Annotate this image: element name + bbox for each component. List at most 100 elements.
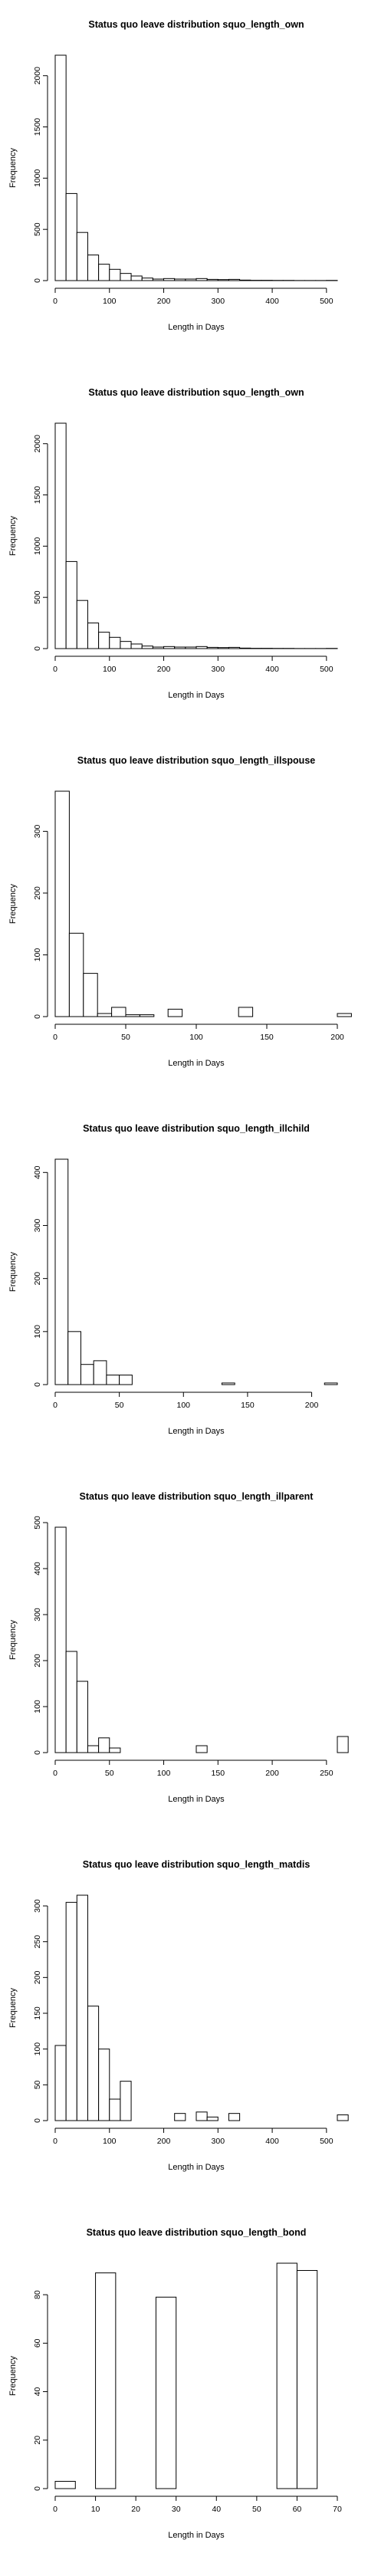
x-tick-label: 500 (320, 297, 334, 306)
chart-title: Status quo leave distribution squo_lengt… (87, 2227, 307, 2238)
histogram-panel-4: Status quo leave distribution squo_lengt… (8, 1123, 337, 1436)
histogram-bar (218, 280, 228, 281)
y-tick-label: 100 (33, 948, 42, 962)
histogram-bar (228, 279, 239, 281)
x-axis-label: Length in Days (168, 323, 225, 332)
chart-title: Status quo leave distribution squo_lengt… (88, 19, 304, 30)
chart-title: Status quo leave distribution squo_lengt… (83, 1123, 310, 1134)
histogram-bar (240, 280, 251, 281)
y-tick-label: 500 (33, 1516, 42, 1530)
x-tick-label: 150 (212, 1769, 225, 1778)
y-tick-label: 150 (33, 2006, 42, 2020)
y-tick-label: 1000 (33, 169, 42, 188)
histogram-bar (164, 646, 175, 649)
histogram-bar (80, 1365, 94, 1385)
x-tick-label: 500 (320, 2137, 334, 2146)
histogram-bar (126, 1015, 140, 1017)
histogram-bar (87, 255, 98, 281)
y-tick-label: 300 (33, 1608, 42, 1622)
histogram-bar (120, 642, 131, 649)
histogram-panel-5: Status quo leave distribution squo_lengt… (8, 1491, 348, 1804)
y-axis-label: Frequency (8, 1620, 18, 1660)
y-axis-label: Frequency (8, 1252, 18, 1292)
x-axis-label: Length in Days (168, 1427, 225, 1436)
histogram-bar (87, 1746, 98, 1753)
x-tick-label: 40 (212, 2505, 221, 2514)
y-tick-label: 400 (33, 1165, 42, 1179)
histogram-bar (120, 2082, 131, 2121)
histogram-bar (164, 278, 175, 281)
y-tick-label: 1500 (33, 118, 42, 136)
x-tick-label: 200 (157, 297, 171, 306)
y-tick-label: 50 (33, 2080, 42, 2089)
x-tick-label: 20 (131, 2505, 140, 2514)
y-tick-label: 400 (33, 1562, 42, 1576)
x-tick-label: 70 (333, 2505, 342, 2514)
histogram-bar (55, 791, 69, 1017)
histogram-bar (277, 2263, 297, 2489)
histogram-bar (84, 974, 97, 1017)
histogram-bar (112, 1007, 126, 1017)
histogram-bar (186, 279, 196, 281)
histogram-bar (55, 2482, 75, 2489)
x-axis-label: Length in Days (168, 2531, 225, 2540)
histogram-panel-7: Status quo leave distribution squo_lengt… (8, 2227, 342, 2540)
x-tick-label: 150 (260, 1033, 274, 1042)
x-tick-label: 100 (177, 1401, 191, 1410)
x-tick-label: 100 (189, 1033, 203, 1042)
y-tick-label: 200 (33, 1654, 42, 1668)
y-tick-label: 40 (33, 2387, 42, 2397)
histogram-bar (99, 2049, 110, 2121)
histogram-bar (175, 2114, 186, 2121)
y-tick-label: 300 (33, 824, 42, 838)
x-tick-label: 100 (103, 665, 117, 674)
histogram-bar (66, 561, 77, 649)
histogram-bar (55, 55, 66, 281)
histogram-bar (87, 623, 98, 649)
x-tick-label: 50 (252, 2505, 261, 2514)
x-axis-label: Length in Days (168, 1795, 225, 1804)
x-tick-label: 500 (320, 665, 334, 674)
histogram-bar (77, 1895, 87, 2121)
chart-title: Status quo leave distribution squo_lengt… (77, 755, 316, 766)
y-tick-label: 0 (33, 1750, 42, 1755)
histogram-bar (99, 1738, 110, 1753)
x-tick-label: 0 (53, 1769, 58, 1778)
histogram-bar (222, 1383, 235, 1385)
histogram-bar (337, 1014, 351, 1017)
y-tick-label: 1500 (33, 486, 42, 504)
y-tick-label: 500 (33, 222, 42, 236)
y-tick-label: 0 (33, 2486, 42, 2491)
histogram-bar (228, 647, 239, 649)
histogram-bar (120, 274, 131, 281)
histogram-bar (66, 1651, 77, 1753)
y-tick-label: 0 (33, 1382, 42, 1387)
histogram-bar (140, 1015, 153, 1017)
histogram-bar (218, 648, 228, 649)
x-tick-label: 0 (53, 1401, 58, 1410)
histogram-bar (297, 2270, 317, 2489)
histogram-bar (110, 637, 120, 649)
histogram-bar (337, 2115, 348, 2121)
histogram-bar (110, 269, 120, 281)
y-tick-label: 200 (33, 1970, 42, 1984)
histogram-bar (168, 1009, 182, 1017)
x-tick-label: 200 (157, 665, 171, 674)
x-tick-label: 400 (265, 665, 279, 674)
x-tick-label: 150 (241, 1401, 255, 1410)
x-tick-label: 100 (103, 297, 117, 306)
histogram-bar (207, 279, 218, 281)
y-tick-label: 100 (33, 2042, 42, 2056)
histogram-bar (142, 646, 153, 649)
histogram-bar (196, 278, 207, 281)
histogram-bar (228, 2114, 239, 2121)
x-tick-label: 50 (105, 1769, 114, 1778)
histogram-bar (55, 1159, 68, 1385)
histogram-bar (207, 2117, 218, 2121)
x-tick-label: 300 (212, 297, 225, 306)
x-tick-label: 200 (157, 2137, 171, 2146)
histogram-bar (68, 1332, 81, 1385)
x-tick-label: 0 (53, 297, 58, 306)
histogram-bar (196, 2112, 207, 2121)
